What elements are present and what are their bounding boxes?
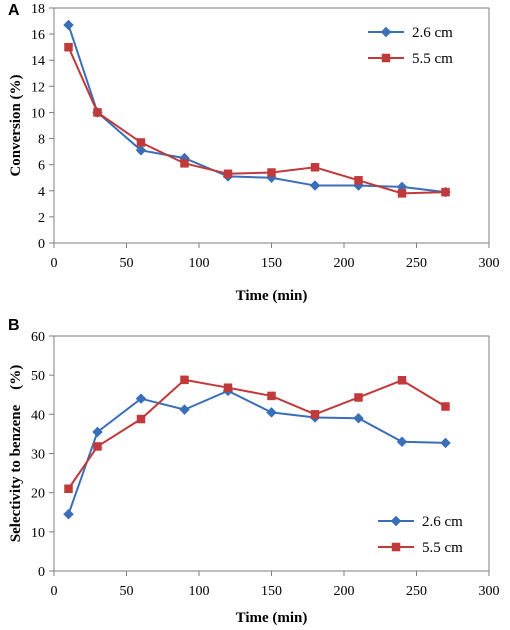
- y-tick-label: 4: [38, 185, 45, 200]
- x-tick-label: 300: [479, 256, 500, 271]
- series-line: [67, 389, 446, 515]
- data-point: [397, 376, 407, 385]
- x-tick-label: 100: [189, 256, 210, 271]
- data-point: [223, 169, 233, 179]
- chart-b-selectivity: B 0 10 20 30 40 50 60 0 50 100 150 200 250 300 Time (mi…: [8, 317, 500, 626]
- data-point: [310, 410, 320, 419]
- data-point: [179, 404, 190, 415]
- plot-frame: [53, 7, 490, 244]
- x-tick-label: 250: [406, 584, 427, 599]
- y-tick-label: 30: [31, 448, 45, 463]
- data-point: [223, 383, 233, 392]
- y-tick-label: 14: [31, 54, 45, 69]
- legend-marker: [381, 53, 391, 63]
- data-point: [266, 407, 277, 418]
- panel-label: B: [8, 317, 20, 334]
- data-point: [354, 176, 363, 185]
- legend-label: 5.5 cm: [422, 540, 463, 556]
- y-tick-label: 2: [38, 211, 45, 226]
- data-point: [440, 437, 451, 449]
- data-point: [309, 180, 321, 191]
- data-point: [63, 19, 74, 31]
- legend: 2.6 cm 5.5 cm: [378, 514, 463, 556]
- plot-frame: [53, 335, 490, 572]
- x-tick-label: 50: [120, 584, 134, 599]
- data-point: [396, 436, 408, 448]
- y-tick-label: 16: [31, 28, 45, 43]
- data-point: [180, 375, 189, 385]
- legend-label: 5.5 cm: [412, 51, 453, 67]
- x-tick-label: 100: [189, 584, 210, 599]
- panel-label: A: [8, 2, 20, 19]
- data-point: [93, 442, 102, 451]
- series-diamond: [63, 19, 451, 198]
- y-tick-label: 10: [31, 106, 45, 121]
- data-point: [441, 402, 450, 411]
- x-tick-label: 50: [120, 256, 134, 271]
- data-point: [135, 393, 147, 405]
- legend-label: 2.6 cm: [412, 25, 453, 41]
- data-point: [353, 412, 364, 424]
- data-point: [92, 426, 103, 438]
- series-square: [64, 375, 450, 493]
- y-tick-label: 40: [31, 408, 45, 423]
- chart-a-conversion: A 0 2 4 6 8 10 12 14 16 18 0 50 100 150 200 250 300 Time (…: [8, 2, 500, 304]
- data-point: [135, 144, 147, 156]
- data-point: [136, 414, 146, 424]
- data-point: [180, 159, 189, 168]
- data-point: [136, 138, 146, 147]
- y-tick-label: 18: [31, 2, 45, 17]
- data-point: [63, 508, 74, 520]
- y-tick-label: 8: [38, 133, 45, 148]
- y-tick-label: 60: [31, 330, 45, 345]
- data-point: [267, 391, 276, 401]
- legend-marker: [390, 515, 402, 527]
- x-tick-label: 150: [261, 584, 282, 599]
- legend-marker: [380, 26, 392, 38]
- x-tick-label: 0: [51, 256, 58, 271]
- x-tick-label: 250: [406, 256, 427, 271]
- y-axis-title: Selectivity to benzene (%): [8, 365, 24, 542]
- x-tick-label: 200: [334, 256, 355, 271]
- y-tick-label: 6: [38, 159, 45, 174]
- data-point: [310, 163, 320, 172]
- x-tick-label: 0: [51, 584, 58, 599]
- x-tick-label: 300: [479, 584, 500, 599]
- data-point: [354, 393, 363, 402]
- data-point: [397, 189, 407, 198]
- y-axis-title: Conversion (%): [8, 74, 24, 176]
- y-tick-label: 10: [31, 526, 45, 541]
- y-tick-label: 12: [31, 80, 45, 95]
- series-line: [67, 46, 446, 195]
- series-line: [67, 24, 446, 194]
- series-square: [64, 42, 450, 198]
- data-point: [64, 42, 73, 52]
- x-tick-label: 200: [334, 584, 355, 599]
- legend: 2.6 cm 5.5 cm: [368, 25, 453, 67]
- data-point: [64, 484, 73, 493]
- x-tick-label: 150: [261, 256, 282, 271]
- y-tick-label: 0: [38, 237, 45, 252]
- legend-label: 2.6 cm: [422, 514, 463, 530]
- y-tick-label: 0: [38, 565, 45, 580]
- y-tick-label: 20: [31, 487, 45, 502]
- series-line: [67, 378, 447, 490]
- y-tick-label: 50: [31, 369, 45, 384]
- data-point: [93, 108, 102, 117]
- series-diamond: [63, 385, 451, 520]
- data-point: [441, 187, 450, 197]
- data-point: [267, 168, 276, 177]
- x-axis-title: Time (min): [236, 610, 308, 626]
- legend-marker: [391, 542, 401, 552]
- x-axis-title: Time (min): [236, 288, 308, 304]
